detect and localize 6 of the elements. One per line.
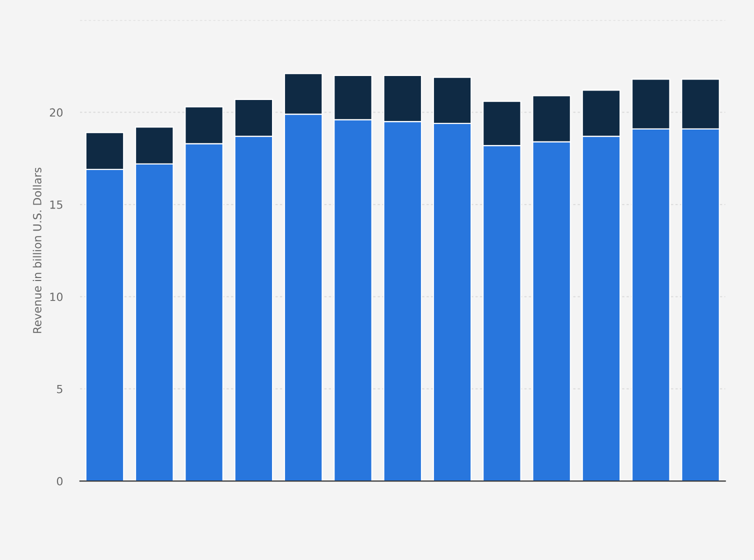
y-tick-label: 0 <box>56 477 63 486</box>
y-tick-label: 15 <box>50 200 62 209</box>
y-tick-label: 20 <box>50 108 63 117</box>
y-tick-label: 10 <box>50 292 63 302</box>
y-axis-title: Revenue in billion U.S. Dollars <box>32 168 42 333</box>
y-tick-label: 5 <box>57 384 62 394</box>
